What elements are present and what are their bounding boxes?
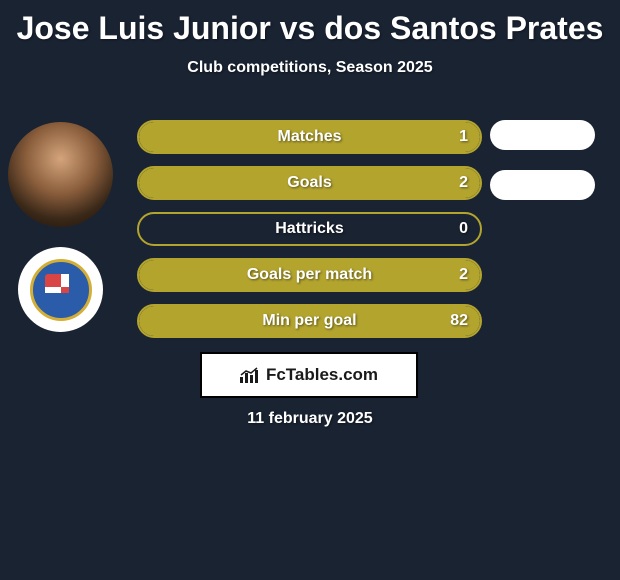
page-title: Jose Luis Junior vs dos Santos Prates xyxy=(0,0,620,47)
stat-value-player: 0 xyxy=(459,220,468,238)
stat-label: Hattricks xyxy=(275,220,343,238)
stat-row: Matches 1 xyxy=(137,120,482,154)
stat-row: Hattricks 0 xyxy=(137,212,482,246)
snapshot-date: 11 february 2025 xyxy=(0,410,620,428)
club-avatar xyxy=(18,247,103,332)
player-avatar xyxy=(8,122,113,227)
stat-label: Goals per match xyxy=(247,266,372,284)
stat-value-player: 2 xyxy=(459,266,468,284)
stat-row: Goals per match 2 xyxy=(137,258,482,292)
chart-icon xyxy=(240,367,260,383)
stat-label: Min per goal xyxy=(262,312,356,330)
stat-label: Matches xyxy=(277,128,341,146)
comparison-pills-column xyxy=(490,120,595,220)
brand-watermark: FcTables.com xyxy=(200,352,418,398)
stat-row: Min per goal 82 xyxy=(137,304,482,338)
stat-row: Goals 2 xyxy=(137,166,482,200)
competition-subtitle: Club competitions, Season 2025 xyxy=(0,59,620,77)
stat-value-player: 1 xyxy=(459,128,468,146)
stat-value-player: 82 xyxy=(450,312,468,330)
brand-text: FcTables.com xyxy=(266,365,378,385)
stats-bar-chart: Matches 1 Goals 2 Hattricks 0 Goals per match 2… xyxy=(137,120,482,350)
avatars-column xyxy=(8,122,113,352)
stat-value-player: 2 xyxy=(459,174,468,192)
club-badge-icon xyxy=(30,259,92,321)
comparison-pill xyxy=(490,120,595,150)
comparison-pill xyxy=(490,170,595,200)
stat-label: Goals xyxy=(287,174,331,192)
